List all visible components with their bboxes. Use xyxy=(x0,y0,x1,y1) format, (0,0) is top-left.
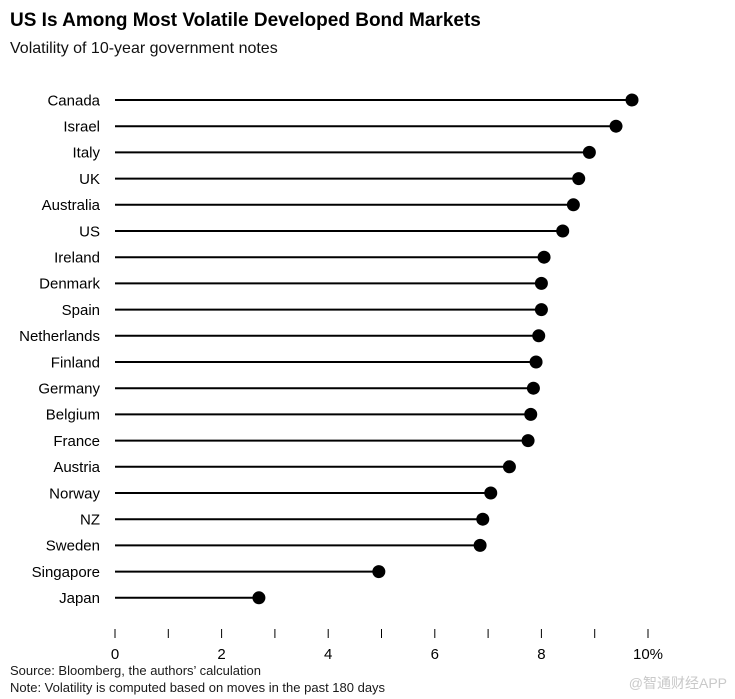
lollipop-dot xyxy=(582,145,596,159)
category-label: France xyxy=(53,433,100,450)
lollipop-dot xyxy=(537,250,551,264)
category-label: US xyxy=(79,223,100,240)
category-label: Denmark xyxy=(39,276,100,293)
category-label: Singapore xyxy=(32,564,100,581)
lollipop-dot xyxy=(609,119,623,133)
chart-footer: Source: Bloomberg, the authors’ calculat… xyxy=(10,662,385,696)
lollipop-dot xyxy=(502,460,516,474)
lollipop-dot xyxy=(532,329,546,343)
lollipop-dot xyxy=(566,198,580,212)
lollipop-dot xyxy=(572,172,586,186)
lollipop-dot xyxy=(372,565,386,579)
category-label: Finland xyxy=(51,354,100,371)
lollipop-dot xyxy=(526,381,540,395)
chart-subtitle: Volatility of 10-year government notes xyxy=(10,40,278,57)
category-label: Netherlands xyxy=(19,328,100,345)
category-label: Ireland xyxy=(54,249,100,266)
category-label: Japan xyxy=(59,590,100,607)
x-axis-tick-label: 8 xyxy=(537,646,545,663)
category-label: Austria xyxy=(53,459,100,476)
category-label: Italy xyxy=(72,145,100,162)
category-label: Israel xyxy=(63,118,100,135)
lollipop-dot xyxy=(556,224,570,238)
chart-header: US Is Among Most Volatile Developed Bond… xyxy=(0,0,735,58)
lollipop-dot xyxy=(534,276,548,290)
category-label: UK xyxy=(79,171,100,188)
lollipop-dot xyxy=(484,486,498,500)
x-axis-tick-label: 6 xyxy=(431,646,439,663)
x-axis-tick-label: 0 xyxy=(111,646,119,663)
lollipop-dot xyxy=(252,591,266,605)
category-label: NZ xyxy=(80,511,100,528)
category-label: Germany xyxy=(38,380,100,397)
chart-title: US Is Among Most Volatile Developed Bond… xyxy=(10,10,481,31)
x-axis-tick-label: 10% xyxy=(633,646,663,663)
lollipop-dot xyxy=(521,434,535,448)
lollipop-dot xyxy=(625,93,639,107)
x-axis-tick-label: 4 xyxy=(324,646,332,663)
category-label: Spain xyxy=(62,302,100,319)
lollipop-dot xyxy=(473,538,487,552)
lollipop-dot xyxy=(524,407,538,421)
category-label: Canada xyxy=(47,92,100,109)
category-label: Australia xyxy=(42,197,101,214)
source-text: Source: Bloomberg, the authors’ calculat… xyxy=(10,663,261,678)
lollipop-dot xyxy=(476,512,490,526)
category-label: Belgium xyxy=(46,407,100,424)
lollipop-dot xyxy=(529,355,543,369)
category-label: Sweden xyxy=(46,538,100,555)
x-axis-tick-label: 2 xyxy=(217,646,225,663)
category-label: Norway xyxy=(49,485,100,502)
lollipop-dot xyxy=(534,303,548,317)
watermark-text: @智通财经APP xyxy=(628,675,727,691)
lollipop-chart: Canada Israel Italy UK Australia US Ireland Den… xyxy=(19,92,663,663)
note-text: Note: Volatility is computed based on mo… xyxy=(10,680,386,695)
